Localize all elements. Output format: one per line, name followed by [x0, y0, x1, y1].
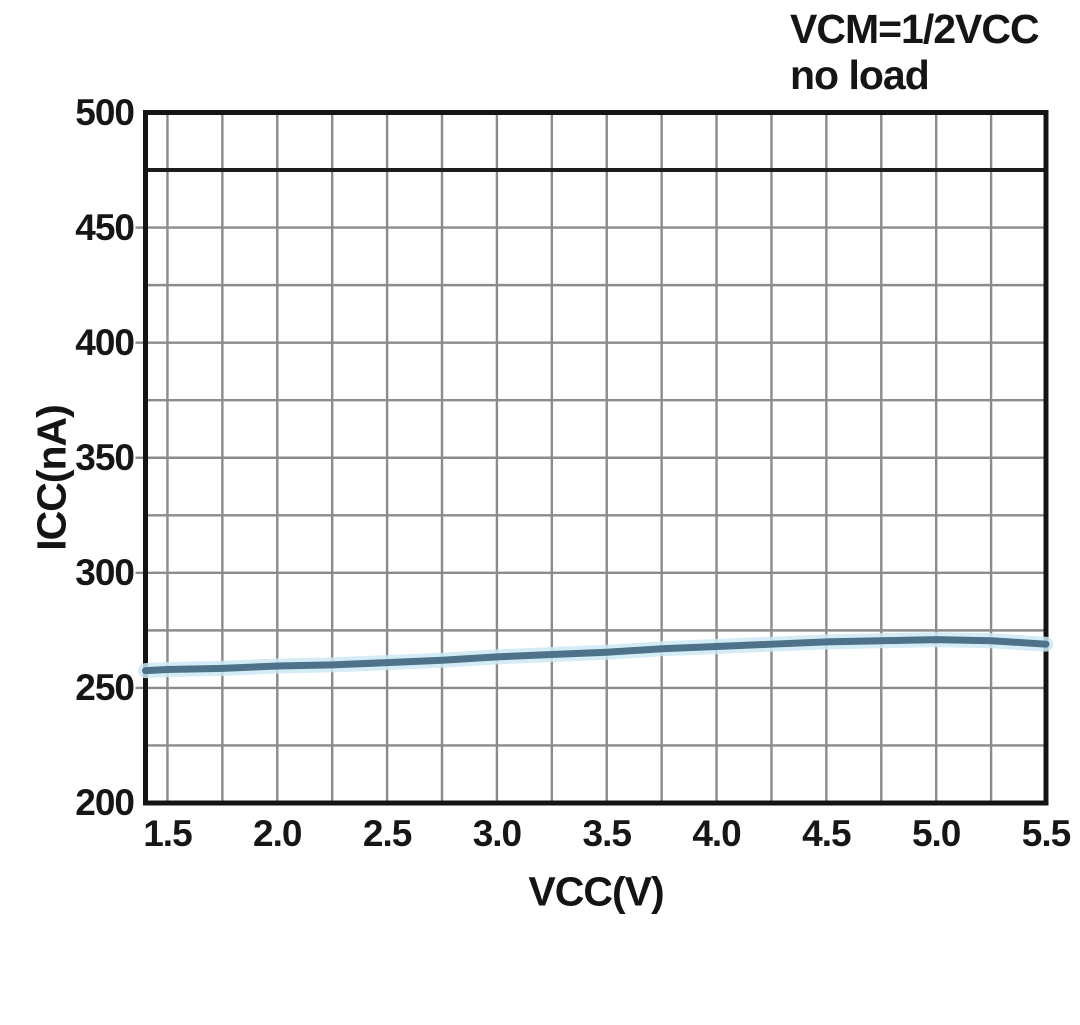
- x-tick-label: 5.5: [1021, 813, 1071, 854]
- annotation-line-2: no load: [790, 52, 930, 98]
- y-tick-label: 400: [75, 321, 135, 363]
- x-tick-label: 3.0: [472, 813, 522, 854]
- annotation-line-1: VCM=1/2VCC: [790, 6, 1040, 52]
- x-tick-label: 1.5: [143, 813, 192, 854]
- x-tick-label: 2.0: [253, 813, 302, 854]
- y-axis-title: ICC(nA): [28, 405, 75, 551]
- y-tick-label: 300: [75, 551, 135, 593]
- x-axis-title: VCC(V): [528, 868, 664, 915]
- x-tick-label: 3.5: [582, 813, 632, 854]
- x-tick-label: 4.5: [802, 813, 851, 854]
- x-tick-label: 4.0: [692, 813, 741, 854]
- y-tick-label: 350: [75, 436, 135, 478]
- x-tick-label: 5.0: [911, 813, 961, 854]
- icc-curve: [142, 636, 1050, 675]
- plot-frame: [143, 110, 1049, 806]
- y-tick-label: 200: [75, 782, 135, 823]
- y-tick-label: 250: [75, 666, 135, 708]
- x-tick-label: 2.5: [362, 813, 412, 854]
- y-tick-label: 500: [75, 91, 135, 133]
- y-tick-label: 450: [75, 206, 135, 248]
- chart-annotation: VCM=1/2VCC no load: [790, 6, 1040, 98]
